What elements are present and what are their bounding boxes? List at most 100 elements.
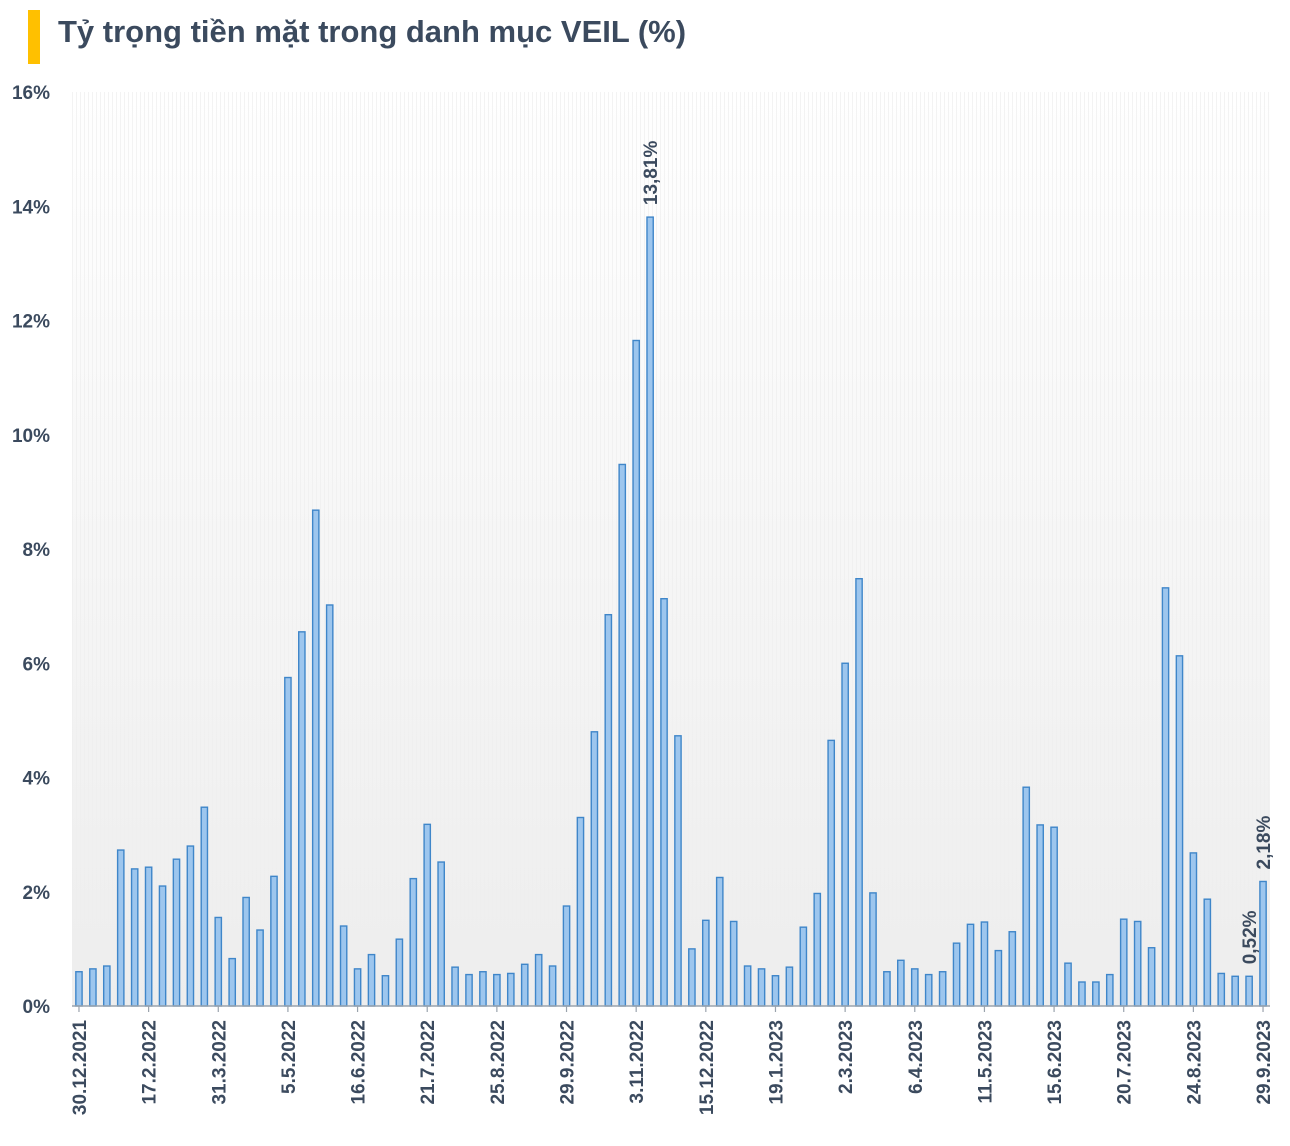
bar (1203, 898, 1212, 1007)
bar (451, 966, 459, 1007)
x-tick-label: 11.5.2023 (975, 1020, 996, 1103)
bar (1036, 824, 1044, 1007)
chart-title: Tỷ trọng tiền mặt trong danh mục VEIL (%… (58, 14, 687, 49)
bar (729, 920, 738, 1007)
bar (813, 892, 822, 1007)
bar (785, 966, 794, 1007)
bar (144, 866, 153, 1007)
bar (966, 923, 975, 1007)
bar (367, 953, 376, 1007)
bar (799, 926, 808, 1007)
bar (325, 604, 334, 1007)
bar (353, 968, 362, 1007)
bar (883, 971, 891, 1007)
bar (938, 971, 947, 1007)
bar (520, 963, 529, 1007)
x-tick-label: 5.5.2022 (279, 1020, 300, 1094)
bar (534, 953, 543, 1007)
bar (311, 509, 320, 1007)
bar (674, 735, 682, 1007)
y-tick-label: 12% (12, 312, 50, 333)
y-tick-label: 2% (23, 883, 51, 904)
x-tick-label: 6.4.2023 (906, 1020, 927, 1094)
bar (1078, 981, 1086, 1007)
x-tick-label: 30.12.2021 (70, 1020, 91, 1116)
bar (89, 968, 97, 1007)
x-tick-label: 25.8.2022 (488, 1020, 509, 1105)
bar (1050, 826, 1058, 1007)
y-tick-label: 10% (12, 426, 50, 447)
bar (743, 965, 752, 1007)
bar (980, 921, 989, 1007)
y-tick-label: 8% (23, 540, 51, 561)
x-tick-label: 3.11.2022 (627, 1020, 648, 1103)
bar (646, 216, 654, 1007)
bar (339, 925, 348, 1007)
bar (1189, 852, 1198, 1007)
title-accent-bar (28, 10, 40, 64)
bar (841, 662, 849, 1007)
bar (688, 948, 696, 1007)
bar (869, 892, 877, 1007)
y-axis: 0% 2% 4% 6% 8% 10% 12% 14% 16% (12, 83, 50, 1018)
x-tick-label: 17.2.2022 (140, 1020, 161, 1105)
bar (242, 896, 250, 1007)
bar (1147, 947, 1156, 1007)
bar (284, 676, 292, 1007)
bar (172, 858, 181, 1007)
y-tick-label: 16% (12, 83, 50, 104)
bar (548, 965, 557, 1007)
bar (506, 972, 515, 1007)
bar (158, 885, 167, 1007)
x-tick-label: 29.9.2022 (558, 1020, 579, 1105)
bar (562, 905, 571, 1007)
bar (116, 849, 125, 1007)
bar-series (75, 216, 1267, 1007)
bar (660, 598, 668, 1007)
bar (381, 975, 390, 1007)
bar (604, 613, 613, 1007)
bar (618, 463, 627, 1007)
bar (1231, 975, 1240, 1007)
bar (1008, 931, 1017, 1007)
x-tick-label: 31.3.2022 (209, 1020, 230, 1105)
bar (395, 938, 404, 1007)
bar (479, 971, 487, 1007)
bar (855, 578, 863, 1007)
bar (910, 968, 919, 1007)
bar (994, 949, 1003, 1007)
bar (757, 968, 766, 1007)
bar (1064, 962, 1072, 1007)
bar (1161, 587, 1170, 1007)
x-tick-label: 24.8.2023 (1184, 1020, 1205, 1105)
x-tick-label: 16.6.2022 (349, 1020, 370, 1105)
y-tick-label: 4% (23, 769, 51, 790)
bar (590, 731, 599, 1007)
bar (632, 339, 641, 1007)
bar (102, 965, 111, 1007)
x-tick-label: 19.1.2023 (766, 1020, 787, 1105)
bar (897, 959, 905, 1007)
bar (130, 868, 139, 1007)
bar (701, 919, 710, 1007)
y-tick-label: 0% (23, 997, 51, 1018)
bar (1217, 972, 1226, 1007)
data-label: 13,81% (641, 141, 662, 206)
bar (423, 823, 432, 1007)
x-tick-label: 15.12.2022 (697, 1020, 718, 1115)
bar (214, 916, 223, 1007)
x-axis: 30.12.2021 17.2.2022 31.3.2022 5.5.2022 16.6… (70, 1006, 1275, 1115)
plot-background-lines (72, 92, 1270, 1006)
y-tick-label: 6% (23, 654, 51, 675)
bar (827, 739, 836, 1007)
x-tick-label: 15.6.2023 (1045, 1020, 1066, 1105)
bar (715, 876, 724, 1007)
bar (200, 806, 209, 1007)
data-labels: 13,81% 0,52% 2,18% (641, 141, 1275, 965)
bar (437, 861, 445, 1007)
bar (1175, 655, 1184, 1007)
bar (924, 973, 933, 1007)
bar (298, 631, 306, 1007)
bar (1245, 975, 1253, 1007)
x-tick-label: 21.7.2022 (418, 1020, 439, 1105)
